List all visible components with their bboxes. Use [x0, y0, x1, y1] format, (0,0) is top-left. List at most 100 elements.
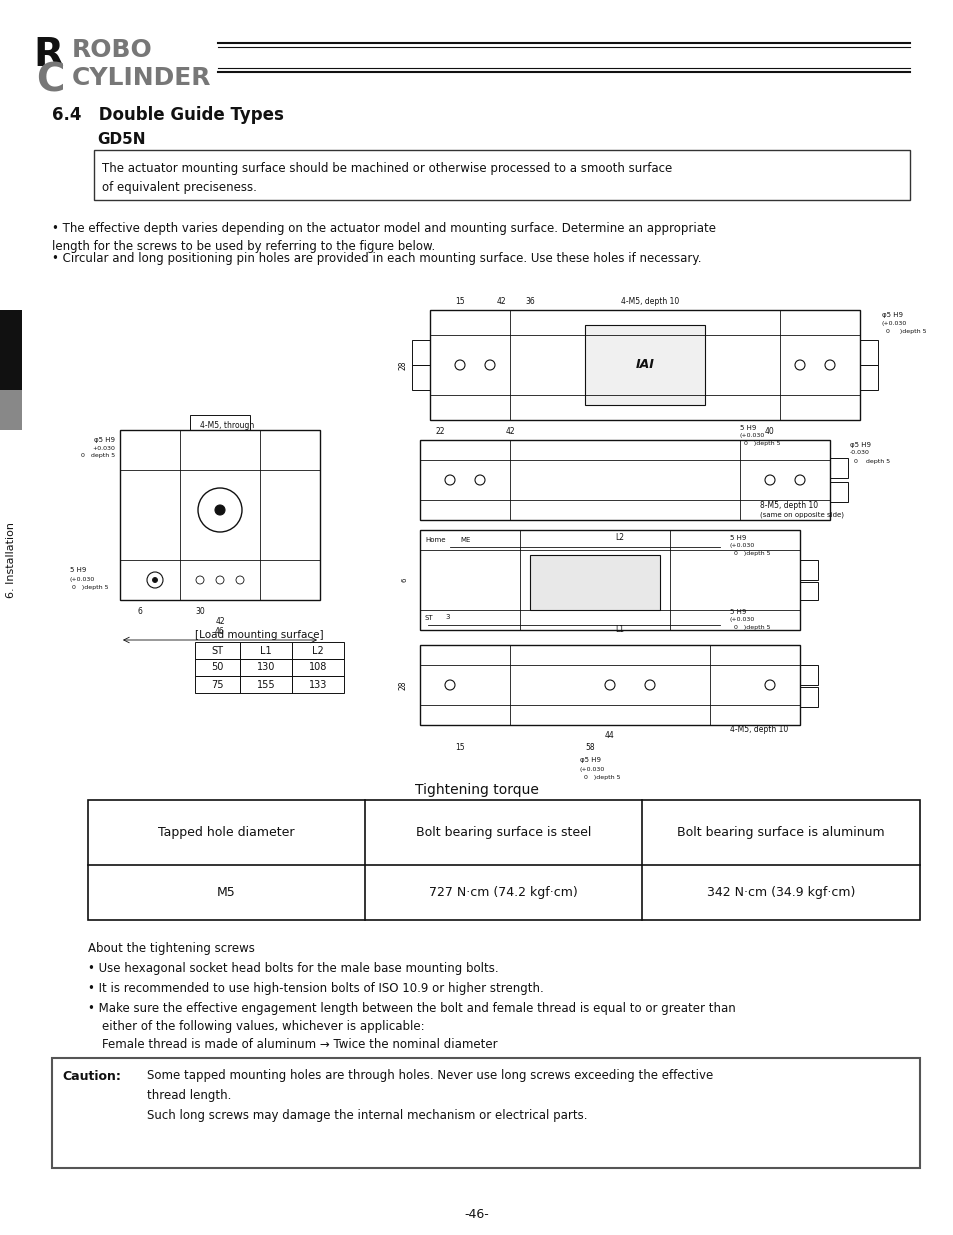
Text: 58: 58 [584, 743, 594, 752]
Text: 0   )depth 5: 0 )depth 5 [579, 774, 619, 779]
Bar [240, 676, 292, 693]
Bar [0, 390, 22, 430]
Text: either of the following values, whichever is applicable:: either of the following values, whicheve… [102, 1020, 424, 1032]
Text: ST: ST [424, 615, 434, 621]
Text: C: C [35, 61, 64, 99]
Text: -0.030: -0.030 [849, 451, 869, 456]
Bar [412, 340, 430, 366]
Text: CYLINDER: CYLINDER [71, 65, 212, 90]
Circle shape [214, 505, 225, 515]
Bar [194, 642, 240, 659]
Text: (+0.030: (+0.030 [579, 767, 604, 772]
Bar [292, 676, 344, 693]
Text: (same on opposite side): (same on opposite side) [760, 511, 843, 519]
Bar [584, 325, 704, 405]
Text: 130: 130 [256, 662, 274, 673]
Text: 75: 75 [211, 679, 224, 689]
Text: 5 H9: 5 H9 [729, 535, 745, 541]
Text: Home: Home [424, 537, 445, 543]
Text: ROBO: ROBO [71, 38, 152, 62]
Text: [Load mounting surface]: [Load mounting surface] [194, 630, 323, 640]
Text: M5: M5 [217, 885, 235, 899]
Text: (+0.030: (+0.030 [70, 578, 95, 583]
Text: 42: 42 [505, 427, 515, 436]
Text: 36: 36 [524, 298, 535, 306]
Text: 6: 6 [137, 608, 142, 616]
Text: 155: 155 [256, 679, 275, 689]
Text: 22: 22 [435, 427, 444, 436]
Text: 0     )depth 5: 0 )depth 5 [882, 330, 925, 335]
Text: 342 N·cm (34.9 kgf·cm): 342 N·cm (34.9 kgf·cm) [706, 885, 854, 899]
Text: φ5 H9: φ5 H9 [94, 437, 115, 443]
Text: (+0.030: (+0.030 [729, 618, 755, 622]
Text: 46: 46 [214, 627, 225, 636]
Bar [292, 642, 344, 659]
Text: Tapped hole diameter: Tapped hole diameter [158, 826, 294, 839]
Bar [800, 582, 817, 600]
Text: (+0.030: (+0.030 [729, 543, 755, 548]
Text: +0.030: +0.030 [92, 446, 115, 451]
Text: 28: 28 [398, 361, 408, 369]
Bar [800, 559, 817, 580]
Bar [800, 664, 817, 685]
Bar [430, 310, 859, 420]
Text: 50: 50 [212, 662, 223, 673]
Text: 0   )depth 5: 0 )depth 5 [729, 625, 770, 631]
Text: 30: 30 [195, 608, 205, 616]
Text: 0   )depth 5: 0 )depth 5 [740, 441, 780, 447]
Text: 3: 3 [444, 614, 449, 620]
Bar [800, 687, 817, 706]
Bar [240, 659, 292, 676]
Text: 15: 15 [455, 298, 464, 306]
Bar [859, 366, 877, 390]
Text: -46-: -46- [464, 1209, 489, 1221]
Text: 0   )depth 5: 0 )depth 5 [729, 552, 770, 557]
Text: 8-M5, depth 10: 8-M5, depth 10 [760, 500, 818, 510]
Bar [829, 458, 847, 478]
Bar [194, 676, 240, 693]
Text: 727 N·cm (74.2 kgf·cm): 727 N·cm (74.2 kgf·cm) [429, 885, 578, 899]
Text: ST: ST [212, 646, 223, 656]
Text: Such long screws may damage the internal mechanism or electrical parts.: Such long screws may damage the internal… [147, 1109, 587, 1123]
Text: 0   depth 5: 0 depth 5 [81, 453, 115, 458]
Text: 6: 6 [401, 578, 408, 582]
Text: L2: L2 [615, 534, 624, 542]
Bar [530, 555, 659, 610]
Text: 108: 108 [309, 662, 327, 673]
Text: 42: 42 [496, 298, 505, 306]
Text: 4-M5, depth 10: 4-M5, depth 10 [729, 725, 787, 735]
Text: Bolt bearing surface is aluminum: Bolt bearing surface is aluminum [677, 826, 883, 839]
Text: L2: L2 [312, 646, 323, 656]
Text: φ5 H9: φ5 H9 [849, 442, 870, 448]
Text: 4-M5, depth 10: 4-M5, depth 10 [620, 298, 679, 306]
Bar [52, 1058, 919, 1168]
Text: About the tightening screws: About the tightening screws [88, 942, 254, 955]
Text: Caution:: Caution: [62, 1070, 121, 1083]
Text: R: R [33, 36, 63, 74]
Text: 5 H9: 5 H9 [740, 425, 756, 431]
Bar [88, 800, 919, 920]
Text: 6.4   Double Guide Types: 6.4 Double Guide Types [52, 106, 284, 124]
Bar [120, 430, 319, 600]
Text: IAI: IAI [635, 358, 654, 372]
Text: 5 H9: 5 H9 [729, 609, 745, 615]
Text: 0    depth 5: 0 depth 5 [849, 458, 889, 463]
Text: (+0.030: (+0.030 [882, 321, 906, 326]
Circle shape [152, 578, 157, 583]
Bar [94, 149, 909, 200]
Text: L1: L1 [260, 646, 272, 656]
Text: Tightening torque: Tightening torque [415, 783, 538, 797]
Text: 0   )depth 5: 0 )depth 5 [70, 585, 109, 590]
Text: 6. Installation: 6. Installation [6, 522, 16, 598]
Bar [240, 642, 292, 659]
Bar [194, 659, 240, 676]
Text: • Circular and long positioning pin holes are provided in each mounting surface.: • Circular and long positioning pin hole… [52, 252, 700, 266]
Text: 28: 28 [398, 680, 408, 690]
Text: Some tapped mounting holes are through holes. Never use long screws exceeding th: Some tapped mounting holes are through h… [147, 1070, 713, 1083]
Text: • It is recommended to use high-tension bolts of ISO 10.9 or higher strength.: • It is recommended to use high-tension … [88, 982, 543, 995]
Text: The actuator mounting surface should be machined or otherwise processed to a smo: The actuator mounting surface should be … [102, 162, 672, 194]
Text: 40: 40 [764, 427, 774, 436]
Text: • The effective depth varies depending on the actuator model and mounting surfac: • The effective depth varies depending o… [52, 222, 716, 253]
Text: 133: 133 [309, 679, 327, 689]
Bar [190, 415, 250, 430]
